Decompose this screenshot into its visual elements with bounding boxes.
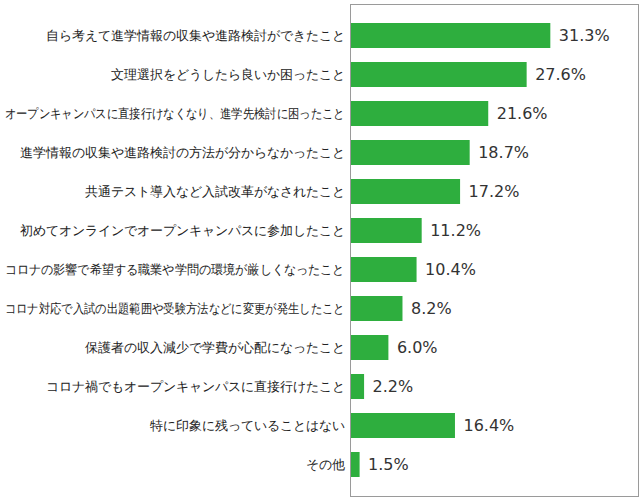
svg-text:6.0%: 6.0% (397, 338, 438, 357)
svg-text:特に印象に残っていることはない: 特に印象に残っていることはない (150, 418, 345, 433)
svg-text:共通テスト導入など入試改革がなされたこと: 共通テスト導入など入試改革がなされたこと (85, 184, 345, 199)
svg-text:17.2%: 17.2% (469, 182, 520, 201)
svg-text:コロナ対応で入試の出題範囲や受験方法などに変更が発生したこと: コロナ対応で入試の出題範囲や受験方法などに変更が発生したこと (5, 301, 345, 316)
svg-text:21.6%: 21.6% (497, 104, 548, 123)
svg-text:2.2%: 2.2% (373, 377, 414, 396)
svg-text:31.3%: 31.3% (559, 26, 610, 45)
svg-text:8.2%: 8.2% (411, 299, 452, 318)
svg-text:その他: その他 (306, 457, 345, 472)
svg-text:自ら考えて進学情報の収集や進路検討ができたこと: 自ら考えて進学情報の収集や進路検討ができたこと (46, 28, 345, 43)
svg-text:27.6%: 27.6% (535, 65, 586, 84)
svg-text:18.7%: 18.7% (478, 143, 529, 162)
svg-text:11.2%: 11.2% (430, 221, 481, 240)
svg-text:進学情報の収集や進路検討の方法が分からなかったこと: 進学情報の収集や進路検討の方法が分からなかったこと (20, 145, 345, 160)
svg-text:10.4%: 10.4% (425, 260, 476, 279)
svg-text:16.4%: 16.4% (463, 416, 514, 435)
svg-text:文理選択をどうしたら良いか困ったこと: 文理選択をどうしたら良いか困ったこと (111, 67, 345, 82)
svg-text:オープンキャンパスに直接行けなくなり、進学先検討に困ったこと: オープンキャンパスに直接行けなくなり、進学先検討に困ったこと (5, 106, 345, 121)
svg-text:保護者の収入減少で学費が心配になったこと: 保護者の収入減少で学費が心配になったこと (85, 340, 345, 355)
svg-text:コロナの影響で希望する職業や学問の環境が厳しくなったこと: コロナの影響で希望する職業や学問の環境が厳しくなったこと (5, 262, 345, 277)
svg-text:初めてオンラインでオープンキャンパスに参加したこと: 初めてオンラインでオープンキャンパスに参加したこと (20, 223, 345, 238)
svg-text:コロナ禍でもオープンキャンパスに直接行けたこと: コロナ禍でもオープンキャンパスに直接行けたこと (46, 379, 345, 394)
svg-text:1.5%: 1.5% (368, 455, 409, 474)
